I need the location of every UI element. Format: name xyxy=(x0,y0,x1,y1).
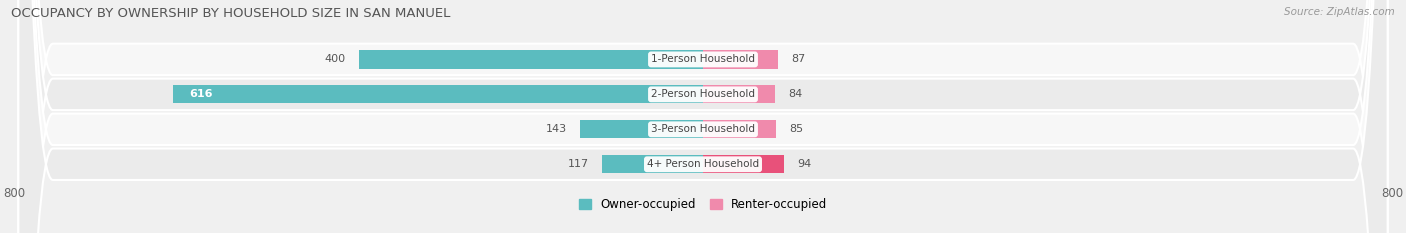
Text: 87: 87 xyxy=(790,55,806,64)
FancyBboxPatch shape xyxy=(18,0,1388,233)
Bar xyxy=(703,120,776,138)
Text: Source: ZipAtlas.com: Source: ZipAtlas.com xyxy=(1284,7,1395,17)
Text: 3-Person Household: 3-Person Household xyxy=(651,124,755,134)
Text: OCCUPANCY BY OWNERSHIP BY HOUSEHOLD SIZE IN SAN MANUEL: OCCUPANCY BY OWNERSHIP BY HOUSEHOLD SIZE… xyxy=(11,7,450,20)
FancyBboxPatch shape xyxy=(18,0,1388,233)
Text: 2-Person Household: 2-Person Household xyxy=(651,89,755,99)
Bar xyxy=(703,155,785,173)
FancyBboxPatch shape xyxy=(18,0,1388,233)
Text: 143: 143 xyxy=(546,124,567,134)
Bar xyxy=(359,50,703,69)
Text: 1-Person Household: 1-Person Household xyxy=(651,55,755,64)
Bar xyxy=(602,155,703,173)
Bar xyxy=(703,50,778,69)
Text: 400: 400 xyxy=(325,55,346,64)
Bar xyxy=(579,120,703,138)
Text: 84: 84 xyxy=(789,89,803,99)
Text: 117: 117 xyxy=(568,159,589,169)
Text: 4+ Person Household: 4+ Person Household xyxy=(647,159,759,169)
FancyBboxPatch shape xyxy=(18,0,1388,233)
Text: 616: 616 xyxy=(190,89,214,99)
Legend: Owner-occupied, Renter-occupied: Owner-occupied, Renter-occupied xyxy=(579,198,827,211)
Text: 85: 85 xyxy=(789,124,803,134)
Bar xyxy=(703,85,775,103)
Bar xyxy=(173,85,703,103)
Text: 94: 94 xyxy=(797,159,811,169)
